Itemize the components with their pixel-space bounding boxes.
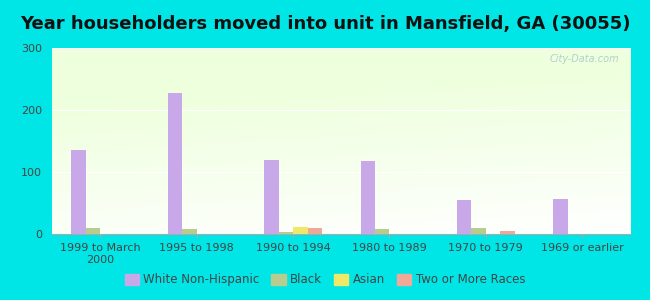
- Bar: [471, 228, 486, 234]
- Bar: [361, 161, 375, 234]
- Bar: [457, 200, 471, 234]
- Legend: White Non-Hispanic, Black, Asian, Two or More Races: White Non-Hispanic, Black, Asian, Two or…: [120, 269, 530, 291]
- Text: Year householders moved into unit in Mansfield, GA (30055): Year householders moved into unit in Man…: [20, 15, 630, 33]
- Bar: [375, 229, 389, 234]
- Bar: [307, 228, 322, 234]
- Bar: [293, 226, 307, 234]
- Bar: [500, 231, 515, 234]
- Bar: [182, 229, 196, 234]
- Bar: [168, 93, 182, 234]
- Bar: [72, 150, 86, 234]
- Bar: [553, 199, 568, 234]
- Bar: [264, 160, 279, 234]
- Bar: [86, 228, 100, 234]
- Bar: [279, 232, 293, 234]
- Text: City-Data.com: City-Data.com: [549, 54, 619, 64]
